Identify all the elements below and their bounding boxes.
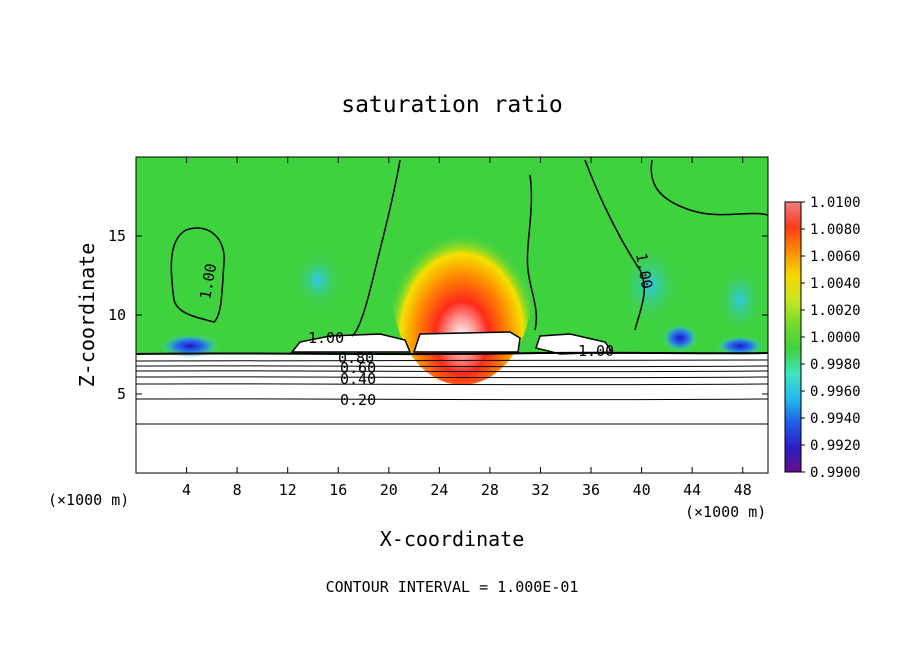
plot-area bbox=[136, 157, 768, 473]
blue-patch-right bbox=[662, 324, 698, 352]
x-tick-label: 12 bbox=[279, 481, 297, 499]
y-tick-label: 5 bbox=[117, 385, 126, 403]
x-tick-label: 28 bbox=[481, 481, 499, 499]
y-axis: 5 10 15 bbox=[108, 227, 768, 403]
colorbar-tick-label: 1.0060 bbox=[810, 249, 861, 265]
contour-line bbox=[136, 398, 768, 401]
contour-1-line-c bbox=[584, 159, 646, 331]
colorbar-tick-label: 1.0040 bbox=[810, 276, 861, 292]
x-axis: 4 8 12 16 20 24 28 32 36 40 44 48 bbox=[182, 157, 752, 499]
x-units-left: (×1000 m) bbox=[48, 491, 129, 509]
chart-title: saturation ratio bbox=[341, 92, 563, 118]
colorbar-fill bbox=[784, 201, 802, 473]
cloud-patch-right bbox=[535, 333, 614, 355]
contour-label-1.00-left: 1.00 bbox=[196, 262, 220, 301]
contour-line bbox=[136, 365, 768, 368]
x-tick-label: 20 bbox=[380, 481, 398, 499]
contour-label-0.60: 0.60 bbox=[340, 359, 376, 377]
contour-label-0.80: 0.80 bbox=[338, 349, 374, 367]
contour-1-line-a bbox=[351, 159, 401, 337]
contour-label-1.00-right: 1.00 bbox=[578, 342, 614, 360]
colorbar-tick-label: 0.9940 bbox=[810, 411, 861, 427]
colorbar-tick-label: 1.0100 bbox=[810, 195, 861, 211]
cyan-patch-far-right bbox=[716, 266, 764, 334]
contour-1-loop-left bbox=[170, 227, 225, 323]
blue-patch-left bbox=[160, 334, 220, 358]
plume-core bbox=[392, 195, 532, 385]
contour-line bbox=[136, 376, 768, 379]
contour-1-line-b bbox=[526, 174, 538, 331]
contour-label-1.00-mid: 1.00 bbox=[308, 329, 344, 347]
colorbar-tick-label: 1.0020 bbox=[810, 303, 861, 319]
colorbar-tick-label: 0.9900 bbox=[810, 465, 861, 481]
colorbar-tick-label: 1.0080 bbox=[810, 222, 861, 238]
x-units-right: (×1000 m) bbox=[685, 503, 766, 521]
x-tick-label: 4 bbox=[182, 481, 191, 499]
contour-line bbox=[136, 423, 768, 425]
contour-line bbox=[136, 370, 768, 373]
colorbar-tick-label: 0.9960 bbox=[810, 384, 861, 400]
x-tick-label: 36 bbox=[582, 481, 600, 499]
x-tick-label: 16 bbox=[329, 481, 347, 499]
cyan-patch-right bbox=[620, 245, 680, 325]
lower-contours bbox=[136, 351, 768, 425]
x-tick-label: 44 bbox=[683, 481, 701, 499]
colorbar-ticks: 1.0100 1.0080 1.0060 1.0040 1.0020 1.0000 0.99… bbox=[801, 195, 861, 481]
cloud-patch-left bbox=[290, 333, 412, 353]
contour-1-line-d bbox=[650, 159, 768, 216]
blue-patch-far-right bbox=[716, 336, 764, 356]
colorbar: 1.0100 1.0080 1.0060 1.0040 1.0020 1.0000 0.99… bbox=[784, 195, 861, 481]
x-tick-label: 24 bbox=[430, 481, 448, 499]
contour-interval-footer: CONTOUR INTERVAL = 1.000E-01 bbox=[326, 578, 579, 596]
cloud-patch-center bbox=[412, 331, 521, 353]
contour-label-0.20: 0.20 bbox=[340, 391, 376, 409]
contour-label-0.40: 0.40 bbox=[340, 370, 376, 388]
colorbar-tick-label: 1.0000 bbox=[810, 330, 861, 346]
contour-label-1.00-upper-right: 1.00 bbox=[632, 252, 656, 291]
y-tick-label: 15 bbox=[108, 227, 126, 245]
x-tick-label: 40 bbox=[633, 481, 651, 499]
colorbar-tick-label: 0.9980 bbox=[810, 357, 861, 373]
contour-top-boundary bbox=[136, 351, 768, 356]
x-tick-label: 48 bbox=[734, 481, 752, 499]
contour-line bbox=[136, 383, 768, 386]
x-tick-label: 8 bbox=[233, 481, 242, 499]
x-axis-label: X-coordinate bbox=[380, 527, 525, 551]
contour-labels: 1.00 1.00 1.00 1.00 0.80 0.60 0.40 0.20 bbox=[196, 252, 656, 409]
contour-line bbox=[136, 359, 768, 362]
colorbar-tick-label: 0.9920 bbox=[810, 438, 861, 454]
y-axis-label: Z-coordinate bbox=[75, 243, 99, 388]
cyan-patch-left bbox=[292, 250, 344, 310]
x-tick-label: 32 bbox=[531, 481, 549, 499]
y-tick-label: 10 bbox=[108, 306, 126, 324]
